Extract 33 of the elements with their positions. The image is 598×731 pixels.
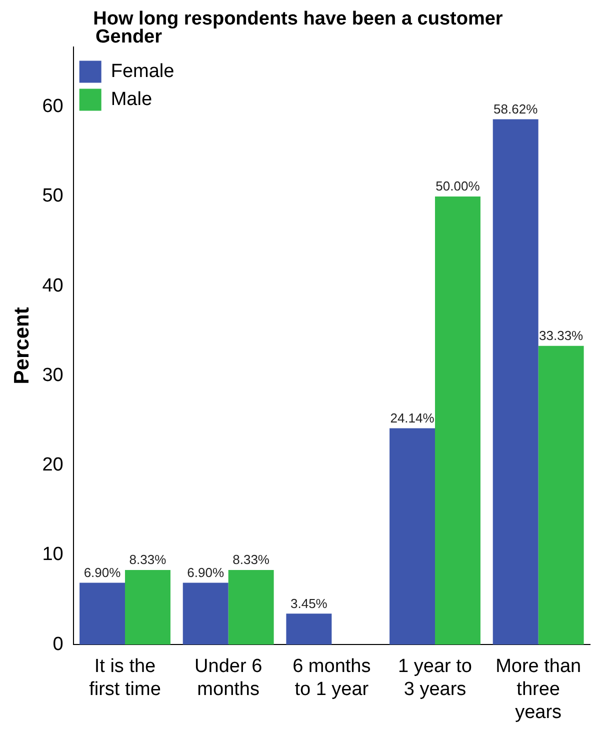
y-axis-title: Percent	[10, 307, 34, 384]
y-tick-label: 40	[42, 275, 64, 296]
bar	[228, 570, 274, 645]
data-label: 50.00%	[436, 178, 480, 194]
data-label: 6.90%	[187, 564, 224, 580]
bar	[492, 119, 538, 645]
data-label: 33.33%	[539, 328, 584, 343]
x-tick-label: More than three years	[496, 656, 582, 723]
y-tick-label: 30	[42, 364, 64, 386]
y-tick-label: 10	[42, 544, 64, 566]
bar	[390, 428, 435, 645]
bar	[286, 614, 332, 645]
x-tick-label: 6 months to 1 year	[292, 656, 371, 700]
y-tick-label: 0	[52, 634, 64, 655]
x-tick-label: Under 6 months	[194, 656, 262, 700]
y-tick-label: 20	[42, 454, 64, 476]
bar	[80, 582, 125, 645]
data-label: 58.62%	[494, 101, 538, 116]
x-tick-label: It is the first time	[89, 656, 161, 700]
data-label: 3.45%	[290, 596, 328, 611]
bar	[538, 346, 584, 645]
bar	[125, 570, 170, 645]
legend-label: Female	[110, 61, 174, 82]
data-label: 24.14%	[390, 410, 435, 426]
data-label: 6.90%	[84, 564, 122, 580]
data-label: 8.33%	[129, 552, 167, 568]
bar	[182, 582, 228, 645]
x-tick-label: 1 year to 3 years	[398, 656, 472, 700]
data-label: 8.33%	[232, 552, 270, 568]
y-tick-label: 60	[42, 96, 64, 118]
bar	[435, 196, 480, 645]
legend-label: Male	[110, 89, 152, 110]
y-tick-label: 50	[42, 186, 64, 207]
